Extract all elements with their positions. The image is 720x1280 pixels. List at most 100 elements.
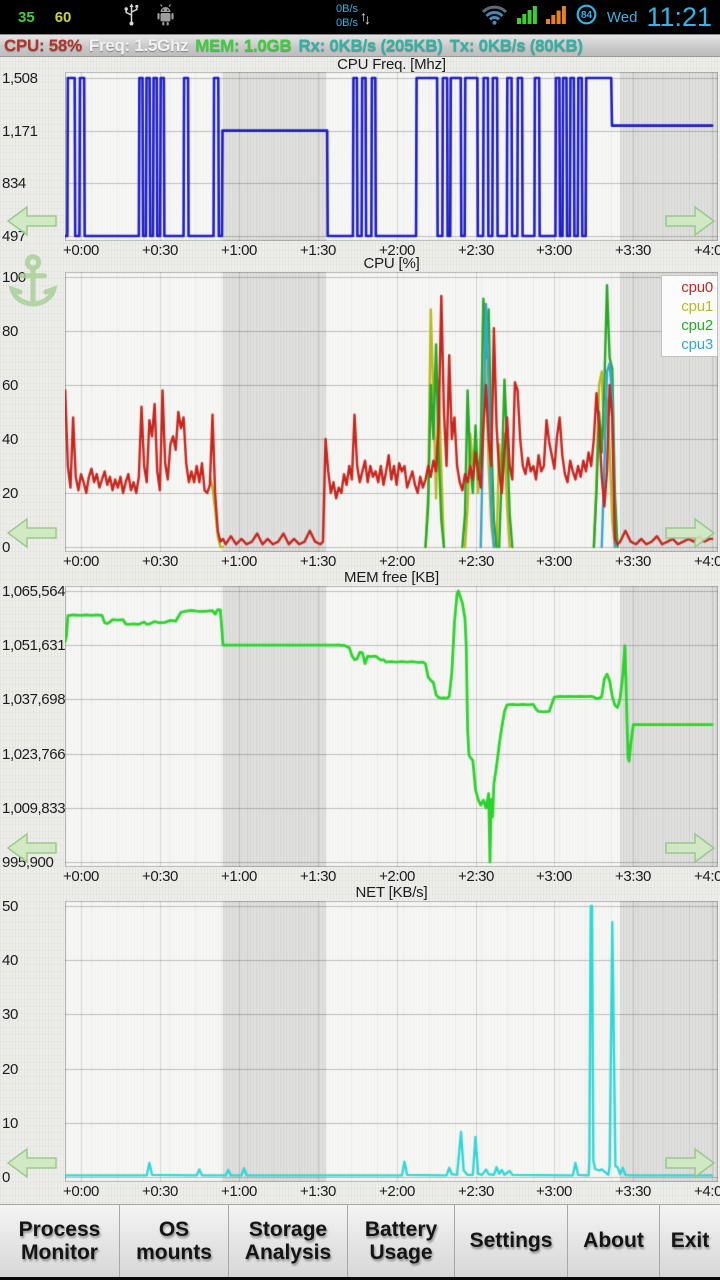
x-axis-label: +4:00 [694,1183,720,1200]
y-axis-label: 50 [2,898,18,915]
arrow-right-icon [664,832,716,869]
x-axis-label: +2:00 [379,553,415,570]
stat-tx: Tx: 0KB/s (80KB) [449,35,583,55]
x-axis-label: +3:00 [536,868,572,885]
y-axis-label: 0 [2,539,10,556]
y-axis-label: 1,009,833 [2,800,66,817]
x-axis-label: +3:30 [615,1183,651,1200]
y-axis-label: 30 [2,1006,18,1023]
x-axis-label: +0:00 [63,242,99,259]
y-axis-label: 1,171 [2,123,38,140]
x-axis-label: +3:00 [536,553,572,570]
x-axis-label: +1:00 [221,242,257,259]
stat-mem: MEM: 1.0GB [195,35,292,55]
x-axis-label: +3:30 [615,868,651,885]
pan-left-button[interactable] [6,1146,58,1180]
chart-plot-net-kb-s[interactable] [65,901,718,1182]
y-axis-label: 1,023,766 [2,746,66,763]
y-axis-label: 60 [2,377,18,394]
x-axis-label: +2:30 [458,242,494,259]
nav-button-exit[interactable]: Exit [659,1205,720,1278]
y-axis-label: 1,051,631 [2,637,66,654]
chart-title: NET [KB/s] [355,884,428,901]
y-axis-label: 40 [2,952,18,969]
x-axis-label: +0:00 [63,553,99,570]
chart-plot-cpu[interactable] [65,272,718,552]
x-axis-label: +3:00 [536,242,572,259]
nav-button-battery-usage[interactable]: Battery Usage [347,1205,454,1278]
arrow-right-icon [664,205,716,242]
legend-entry-cpu0: cpu0 [681,279,713,296]
x-axis-label: +1:30 [300,868,336,885]
arrow-left-icon [6,517,58,554]
y-axis-label: 20 [2,485,18,502]
stat-cpu-freq: Freq: 1.5Ghz [88,35,189,55]
y-axis-label: 20 [2,1061,18,1078]
x-axis-label: +1:00 [221,868,257,885]
chart-plot-cpu-freq-mhz[interactable] [65,72,718,241]
bottom-nav-bar: Process Monitor OS mounts Storage Analysis… [0,1204,720,1280]
y-axis-label: 0 [2,1169,10,1186]
up-down-arrows-icon: ↑↓ [360,8,371,27]
x-axis-label: +1:30 [300,553,336,570]
x-axis-label: +2:30 [458,868,494,885]
android-debug-icon [156,3,175,31]
cpu-legend: cpu0 cpu1 cpu2 cpu3 [661,275,718,357]
legend-entry-cpu2: cpu2 [681,317,713,334]
pan-right-button[interactable] [664,831,716,865]
usb-icon [123,3,140,31]
x-axis-label: +2:00 [379,242,415,259]
x-axis-label: +3:30 [615,242,651,259]
pan-right-button[interactable] [664,516,716,550]
y-axis-label: 497 [2,228,26,245]
pan-left-button[interactable] [6,516,58,550]
chart-plot-mem-free-kb[interactable] [65,586,718,867]
x-axis-label: +1:30 [300,1183,336,1200]
y-axis-label: 80 [2,323,18,340]
y-axis-label: 10 [2,1115,18,1132]
pan-right-button[interactable] [664,1146,716,1180]
stat-cpu-load: CPU: 58% [4,35,82,55]
temperature-value-2: 60 [54,8,72,26]
nav-button-about[interactable]: About [567,1205,659,1278]
arrow-left-icon [6,1147,58,1184]
pan-left-button[interactable] [6,831,58,865]
battery-percent-text: 84 [581,10,593,21]
x-axis-label: +0:00 [63,1183,99,1200]
legend-entry-cpu1: cpu1 [681,298,713,315]
stat-rx: Rx: 0KB/s (205KB) [298,35,443,55]
x-axis-label: +3:30 [615,553,651,570]
x-axis-label: +3:00 [536,1183,572,1200]
weekday-text: Wed [606,8,638,26]
wifi-icon [481,4,508,30]
arrow-left-icon [6,832,58,869]
nav-button-storage-analysis[interactable]: Storage Analysis [228,1205,347,1278]
y-axis-label: 834 [2,175,26,192]
pan-right-button[interactable] [664,204,716,238]
x-axis-label: +0:30 [142,242,178,259]
chart-title: MEM free [KB] [344,569,439,586]
x-axis-label: +4:00 [694,868,720,885]
nav-button-process-monitor[interactable]: Process Monitor [18,1217,101,1264]
nav-button-os-mounts[interactable]: OS mounts [119,1205,228,1278]
anchor-lock-button[interactable] [8,252,58,314]
arrow-right-icon [664,517,716,554]
download-speed: 0B/s [336,17,359,29]
x-axis-label: +0:30 [142,553,178,570]
nav-button-settings[interactable]: Settings [454,1205,567,1278]
y-axis-label: 1,508 [2,70,38,87]
x-axis-label: +0:30 [142,1183,178,1200]
x-axis-label: +2:00 [379,1183,415,1200]
pan-left-button[interactable] [6,204,58,238]
x-axis-label: +0:00 [63,868,99,885]
signal-bars-orange-icon [545,5,566,29]
y-axis-label: 1,037,698 [2,691,66,708]
status-left-values: 35 60 [0,3,175,31]
x-axis-label: +2:30 [458,553,494,570]
x-axis-label: +4:00 [694,242,720,259]
status-right-cluster: 84 Wed 11:21 [481,0,712,34]
chart-title: CPU [%] [363,255,420,272]
arrow-left-icon [6,205,58,242]
x-axis-label: +1:00 [221,1183,257,1200]
